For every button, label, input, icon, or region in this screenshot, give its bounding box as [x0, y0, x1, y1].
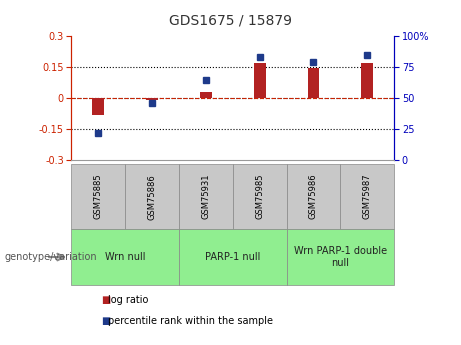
Text: percentile rank within the sample: percentile rank within the sample	[108, 316, 273, 326]
Bar	[92, 98, 104, 115]
Text: ■: ■	[101, 316, 111, 326]
Text: log ratio: log ratio	[108, 295, 149, 305]
Text: GDS1675 / 15879: GDS1675 / 15879	[169, 14, 292, 28]
Text: GSM75885: GSM75885	[94, 174, 103, 219]
Text: genotype/variation: genotype/variation	[5, 252, 97, 262]
Bar	[307, 68, 319, 98]
Bar	[254, 63, 266, 98]
Text: GSM75987: GSM75987	[363, 174, 372, 219]
Text: Wrn PARP-1 double
null: Wrn PARP-1 double null	[294, 246, 387, 268]
Bar	[146, 98, 158, 100]
Text: GSM75931: GSM75931	[201, 174, 210, 219]
Text: GSM75986: GSM75986	[309, 174, 318, 219]
Text: GSM75985: GSM75985	[255, 174, 264, 219]
Text: PARP-1 null: PARP-1 null	[205, 252, 260, 262]
Text: Wrn null: Wrn null	[105, 252, 146, 262]
Bar	[200, 92, 212, 98]
Text: GSM75886: GSM75886	[148, 174, 157, 219]
Bar	[361, 63, 373, 98]
Text: ■: ■	[101, 295, 111, 305]
